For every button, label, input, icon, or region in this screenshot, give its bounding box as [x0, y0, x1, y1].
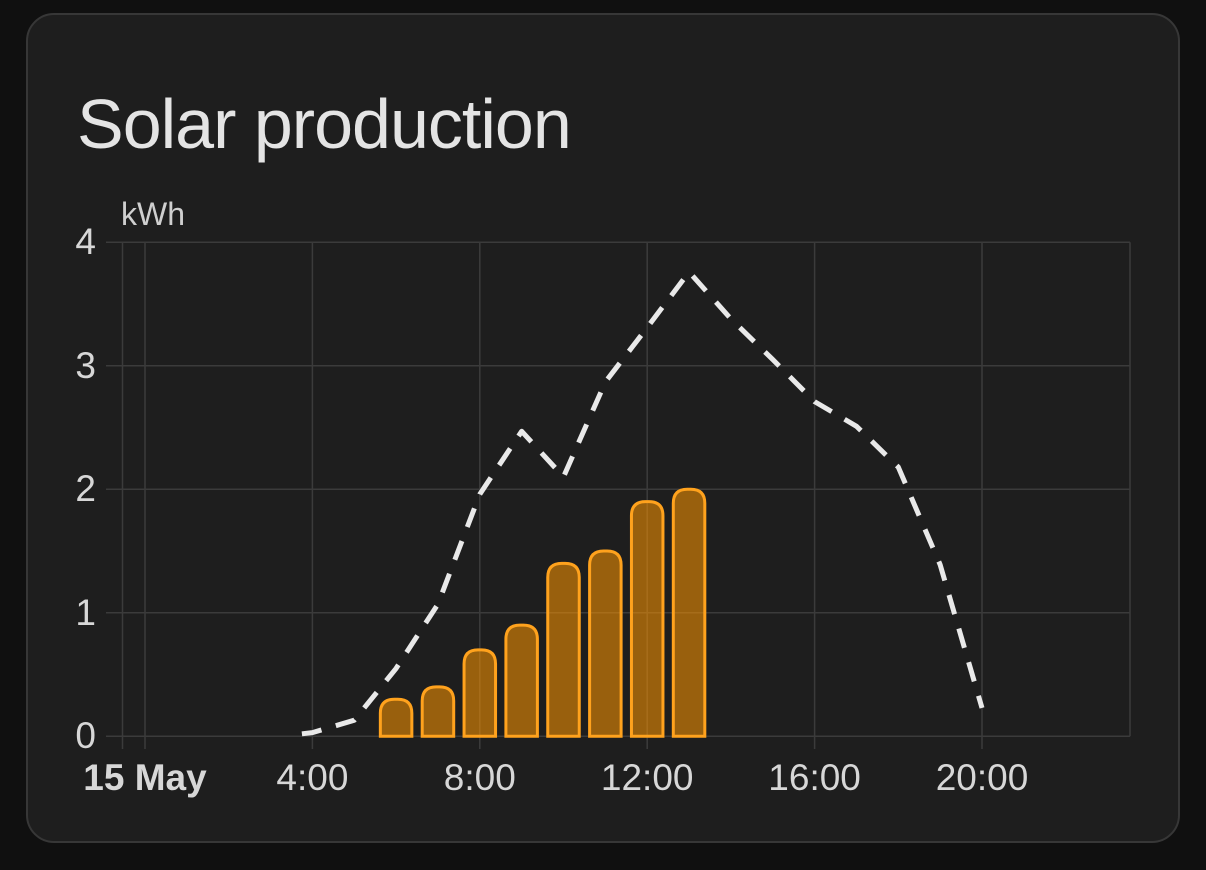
production-bar[interactable]	[378, 697, 414, 738]
x-tick-label: 16:00	[768, 757, 861, 798]
production-bar[interactable]	[462, 648, 498, 738]
x-tick-label: 20:00	[935, 757, 1029, 798]
x-tick-label: 4:00	[276, 757, 349, 798]
y-tick-label: 3	[75, 344, 96, 386]
y-tick-label: 1	[75, 591, 96, 633]
production-bar[interactable]	[546, 561, 581, 738]
x-tick-label: 12:00	[600, 757, 694, 798]
x-tick-label: 15 May	[83, 757, 207, 798]
production-bar[interactable]	[420, 685, 456, 738]
production-bar[interactable]	[504, 623, 539, 738]
solar-production-bar-series[interactable]	[378, 487, 707, 738]
y-tick-label: 2	[75, 468, 96, 510]
y-axis-unit-label: kWh	[121, 196, 185, 232]
x-tick-label: 8:00	[443, 757, 516, 798]
production-bar[interactable]	[588, 549, 623, 738]
card-title: Solar production	[77, 85, 572, 163]
y-tick-label: 0	[75, 715, 96, 757]
solar-forecast-dashed-line[interactable]	[301, 269, 985, 737]
y-tick-label: 4	[75, 221, 96, 263]
production-bar[interactable]	[671, 487, 707, 738]
production-bar[interactable]	[629, 500, 665, 738]
